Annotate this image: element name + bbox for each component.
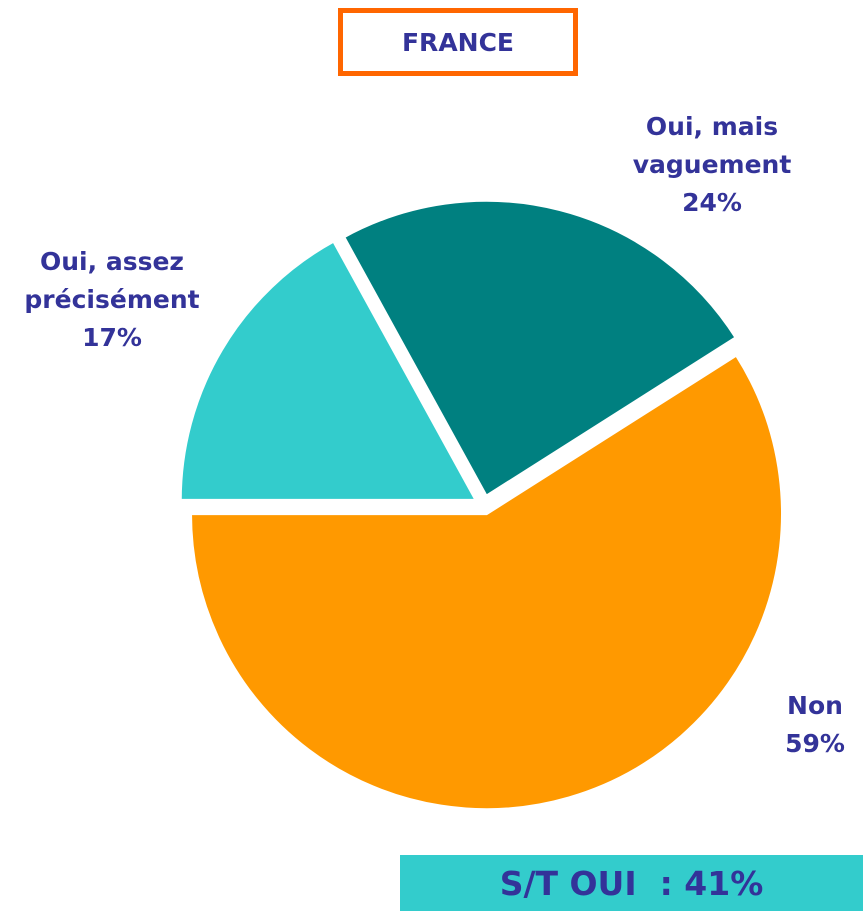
slice-value: 17%	[82, 323, 142, 352]
pie-slice	[189, 352, 784, 812]
slice-name: Oui, mais vaguement	[632, 112, 792, 179]
slice-value: 59%	[785, 729, 845, 758]
slice-value: 24%	[682, 188, 742, 217]
slice-label: Non 59%	[785, 687, 845, 763]
slice-name: Non	[787, 691, 843, 720]
slice-label: Oui, assez précisément 17%	[24, 243, 199, 357]
slice-label: Oui, mais vaguement 24%	[633, 108, 792, 222]
pie-slice	[178, 238, 479, 502]
slice-name: Oui, assez précisément	[24, 247, 200, 314]
chart-title: FRANCE	[338, 8, 578, 76]
summary: S/T OUI : 41%	[400, 855, 863, 911]
pie-slice	[341, 198, 739, 499]
